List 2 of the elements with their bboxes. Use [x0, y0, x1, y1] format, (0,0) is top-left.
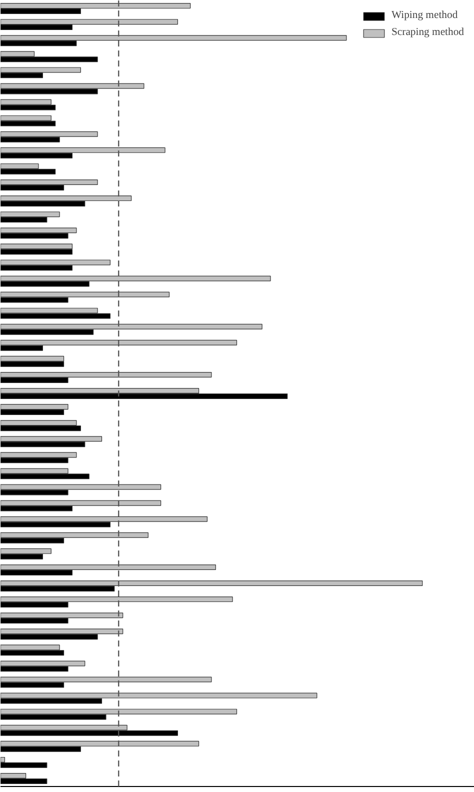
legend-label: Scraping method — [391, 27, 464, 38]
legend-label: Wiping method — [391, 10, 458, 21]
